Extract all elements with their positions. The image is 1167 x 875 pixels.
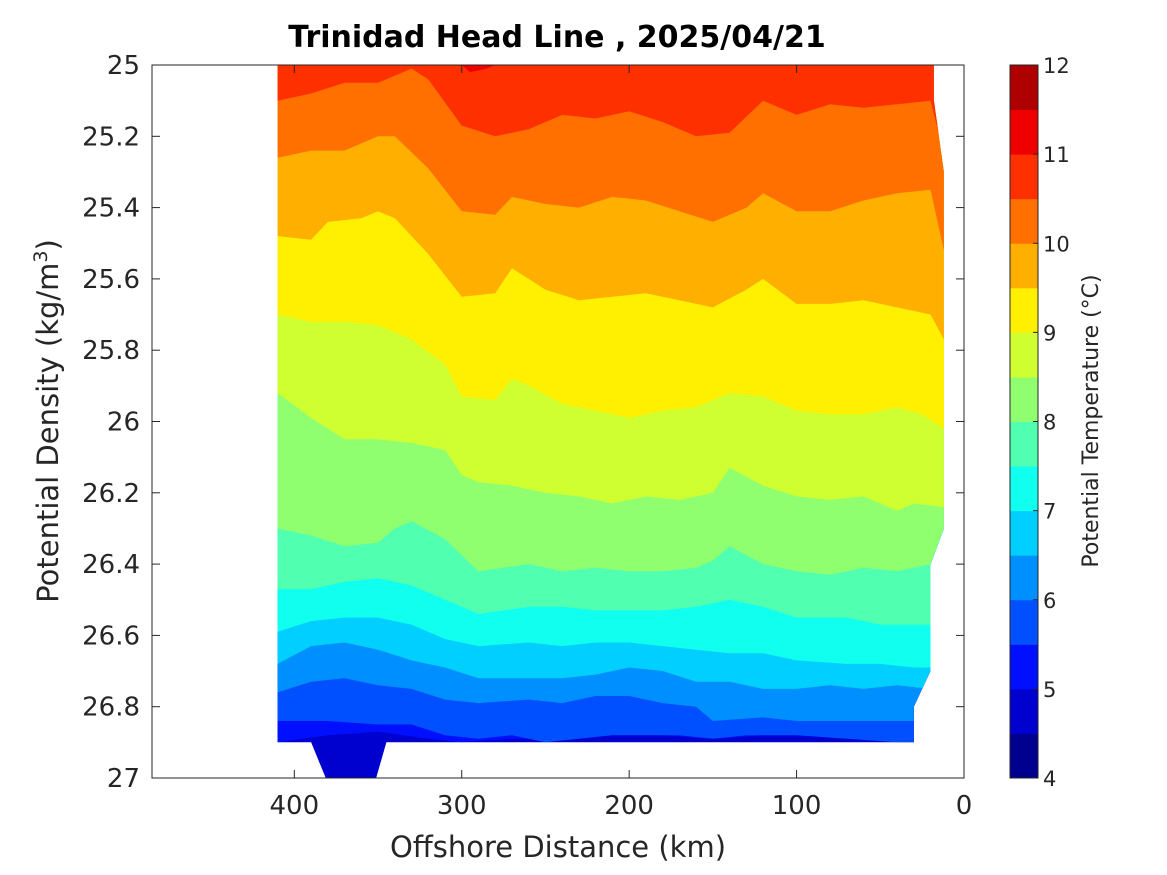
colorbar-label: Potential Temperature (°C)	[1079, 274, 1104, 567]
y-axis-ticks: 25 25.2 25.4 25.6 25.8 26 26.2 26.4 26.6 26.8 27	[82, 51, 964, 794]
colorbar-tick-label: 8	[1043, 411, 1056, 435]
x-axis-label: Offshore Distance (km)	[390, 830, 726, 864]
colorbar-tick-label: 4	[1043, 767, 1056, 791]
colorbar-segment	[1010, 599, 1038, 645]
y-tick-label: 25.8	[82, 336, 140, 366]
y-tick-label: 25.2	[82, 122, 140, 152]
x-tick-label: 0	[956, 791, 973, 821]
x-tick-label: 400	[269, 791, 319, 821]
colorbar-segment	[1010, 65, 1038, 111]
chart-title: Trinidad Head Line , 2025/04/21	[288, 20, 825, 55]
colorbar-tick-label: 10	[1043, 232, 1070, 256]
x-tick-label: 300	[437, 791, 487, 821]
colorbar-tick-label: 6	[1043, 589, 1056, 613]
colorbar-segment	[1010, 510, 1038, 556]
colorbar-tick-label: 7	[1043, 500, 1056, 524]
colorbar	[1009, 64, 1039, 779]
y-axis-label-close: )	[31, 239, 65, 250]
colorbar-tick-label: 12	[1043, 54, 1070, 78]
y-tick-label: 26.2	[82, 479, 140, 509]
colorbar-segment	[1010, 421, 1038, 467]
colorbar-segment	[1010, 733, 1038, 779]
colorbar-segment	[1010, 644, 1038, 690]
colorbar-segment	[1010, 154, 1038, 200]
colorbar-segment	[1010, 376, 1038, 422]
x-tick-label: 200	[604, 791, 654, 821]
y-tick-label: 26.6	[82, 621, 140, 651]
y-axis-label-text: Potential Density (kg/m	[31, 263, 65, 603]
colorbar-ticks: 4 5 6 7 8 9 10 11 12	[1033, 54, 1070, 791]
colorbar-segment	[1010, 109, 1038, 155]
y-tick-label: 27	[107, 764, 140, 794]
contour-fill-layer	[277, 65, 944, 778]
x-tick-label: 100	[772, 791, 822, 821]
colorbar-segment	[1010, 466, 1038, 512]
colorbar-tick-label: 11	[1043, 143, 1070, 167]
colorbar-segment	[1010, 688, 1038, 734]
contour-band-10.5	[277, 65, 944, 155]
y-tick-label: 26.4	[82, 550, 140, 580]
x-axis-ticks: 400 300 200 100 0	[269, 65, 972, 821]
contour-bands	[277, 65, 944, 778]
y-tick-label: 25.6	[82, 265, 140, 295]
y-tick-label: 26.8	[82, 693, 140, 723]
contour-band-11	[461, 65, 496, 73]
y-tick-label: 25.4	[82, 194, 140, 224]
colorbar-segment	[1010, 287, 1038, 333]
colorbar-segment	[1010, 198, 1038, 244]
colorbar-segment	[1010, 555, 1038, 601]
colorbar-segment	[1010, 332, 1038, 378]
colorbar-tick-label: 9	[1043, 321, 1056, 345]
y-axis-label-superscript: 3	[30, 250, 52, 262]
y-tick-label: 25	[107, 51, 140, 81]
y-tick-label: 26	[107, 408, 140, 438]
y-axis-label: Potential Density (kg/m3)	[30, 239, 65, 603]
colorbar-tick-label: 5	[1043, 678, 1056, 702]
colorbar-segment	[1010, 243, 1038, 289]
